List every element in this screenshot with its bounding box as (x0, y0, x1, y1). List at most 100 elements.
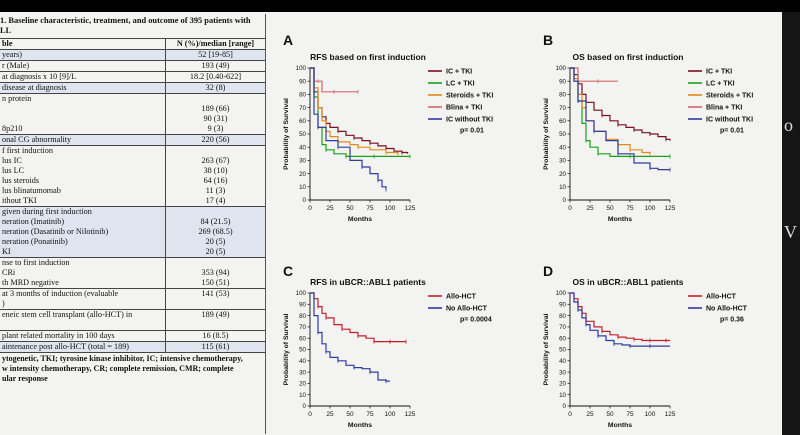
legend-label: Steroids + TKI (446, 93, 493, 100)
y-tick-label: 60 (559, 118, 566, 125)
y-tick-label: 100 (296, 290, 307, 297)
panel-letter-b: B (543, 32, 554, 48)
panel-letter-c: C (283, 263, 294, 279)
y-tick-label: 70 (299, 324, 306, 331)
cell-line: 263 (67) (201, 156, 230, 165)
y-axis-label: Probability of Survival (283, 98, 290, 170)
table-body: years) 52 [19-85] r (Male) 193 (49) at diagn… (0, 49, 265, 352)
y-tick-label: 20 (559, 171, 566, 178)
x-tick-label: 100 (385, 205, 396, 212)
legend-label: No Allo-HCT (706, 306, 748, 313)
cell-line: onal CG abnormality (2, 135, 72, 144)
y-axis-label: Probability of Survival (543, 314, 550, 386)
row-label-cell: r (Male) (0, 61, 166, 71)
cell-line: 189 (66) (201, 104, 230, 113)
row-label-cell: plant related mortality in 100 days (0, 331, 166, 341)
y-tick-label: 10 (559, 184, 566, 191)
x-tick-label: 25 (586, 411, 594, 418)
header-cell: ble (2, 39, 13, 48)
cell-line: 220 (56) (201, 135, 230, 144)
table-row: years) 52 [19-85] (0, 49, 265, 60)
km-chart-os-ubcr: OS in uBCR::ABL1 patients010203040506070… (543, 277, 748, 429)
cell-line: neration (Dasatinib or Nilotinib) (2, 227, 109, 236)
row-label-cell: at 3 months of induction (evaluable) (0, 289, 166, 309)
side-glyph: V (784, 222, 797, 242)
table-row: nse to first induction CRi th MRD negative… (0, 257, 265, 288)
row-label-cell: n protein 8p210 (0, 94, 166, 134)
cell-line: 16 (8.5) (202, 331, 229, 340)
cell-line: years) (2, 50, 23, 59)
km-chart-rfs-ubcr: RFS in uBCR::ABL1 patients01020304050607… (283, 277, 492, 429)
cell-line (2, 320, 163, 330)
row-label-cell: at diagnosis x 10 [9]/L (0, 72, 166, 82)
x-axis-label: Months (608, 216, 632, 223)
row-value-cell: 18.2 [0.40-622] (166, 72, 265, 82)
x-tick-label: 0 (568, 205, 572, 212)
legend-label: Allo-HCT (706, 294, 737, 301)
cell-line (2, 114, 163, 124)
row-value-cell: 189 (66) 90 (31) 9 (3) (166, 94, 265, 134)
y-tick-label: 60 (299, 335, 306, 342)
y-tick-label: 0 (303, 403, 307, 410)
footnote-line: ytogenetic, TKI; tyrosine kinase inhibit… (2, 354, 243, 363)
x-axis-label: Months (608, 422, 632, 429)
table-row: n protein 8p210 189 (66) 90 (31) 9 (3) (0, 93, 265, 134)
table-header: ble N (%)/median [range] (0, 38, 265, 49)
cell-line: neration (Ponatinib) (2, 237, 68, 246)
y-tick-label: 90 (559, 302, 566, 309)
cell-line (2, 104, 163, 114)
km-curve (310, 67, 387, 190)
table-row: aintenance post allo-HCT (total = 189) 11… (0, 341, 265, 352)
y-tick-label: 70 (559, 324, 566, 331)
table-footnote: ytogenetic, TKI; tyrosine kinase inhibit… (0, 352, 265, 385)
cell-line: 17 (4) (205, 196, 226, 205)
cell-line: 353 (94) (201, 268, 230, 277)
top-black-bar (0, 0, 800, 12)
y-tick-label: 40 (299, 144, 306, 151)
cell-line: plant related mortality in 100 days (2, 331, 115, 340)
cell-line: 150 (51) (201, 278, 230, 287)
km-chart-os-induction: OS based on first induction 0 10 20 30 40 50 60… (543, 52, 753, 223)
cell-line: ) (2, 299, 5, 308)
cell-line: KI (2, 247, 11, 256)
y-tick-label: 80 (299, 92, 306, 99)
row-value-cell: 353 (94) 150 (51) (166, 258, 265, 288)
x-tick-label: 125 (665, 411, 676, 418)
y-tick-label: 60 (299, 118, 306, 125)
x-tick-label: 75 (626, 411, 634, 418)
table-row: f first induction lus IC lus LC lus steroid… (0, 145, 265, 206)
x-axis-label: Months (348, 422, 372, 429)
cell-line: 189 (49) (201, 310, 230, 319)
panel-letter-d: D (543, 263, 554, 279)
x-tick-label: 50 (606, 205, 614, 212)
row-value-cell: 193 (49) (166, 61, 265, 71)
y-tick-label: 10 (559, 392, 566, 399)
km-chart-rfs-induction: RFS based on first induction 0 10 20 30 40 50 6… (283, 52, 493, 223)
x-tick-label: 0 (308, 205, 312, 212)
cell-line: 64 (16) (203, 176, 228, 185)
footnote-line: w intensity chemotherapy, CR; complete r… (2, 364, 234, 373)
cell-line: aintenance post allo-HCT (total = 189) (2, 342, 130, 351)
km-curve (310, 292, 390, 382)
side-glyph: o (784, 115, 793, 135)
chart-title: RFS in uBCR::ABL1 patients (310, 277, 426, 287)
row-label-cell: years) (0, 50, 166, 60)
km-curve (310, 67, 399, 156)
y-tick-label: 30 (559, 369, 566, 376)
y-tick-label: 100 (296, 65, 307, 72)
x-tick-label: 0 (568, 411, 572, 418)
baseline-table: 1. Baseline characteristic, treatment, a… (0, 14, 266, 434)
row-label-cell: disease at diagnosis (0, 83, 166, 93)
legend-label: Blina + TKI (446, 105, 482, 112)
cell-line: eneic stem cell transplant (allo-HCT) in (2, 310, 133, 319)
chart-title: RFS based on first induction (310, 52, 426, 62)
y-tick-label: 10 (299, 392, 306, 399)
cell-line: at diagnosis x 10 [9]/L (2, 72, 77, 81)
x-tick-label: 100 (385, 411, 396, 418)
y-tick-label: 90 (299, 302, 306, 309)
y-tick-label: 90 (299, 78, 306, 85)
row-value-cell: 263 (67) 38 (10) 64 (16) 11 (3) 17 (4) (166, 146, 265, 206)
y-tick-label: 80 (559, 92, 566, 99)
cell-line: lus IC (2, 156, 22, 165)
x-tick-label: 0 (308, 411, 312, 418)
